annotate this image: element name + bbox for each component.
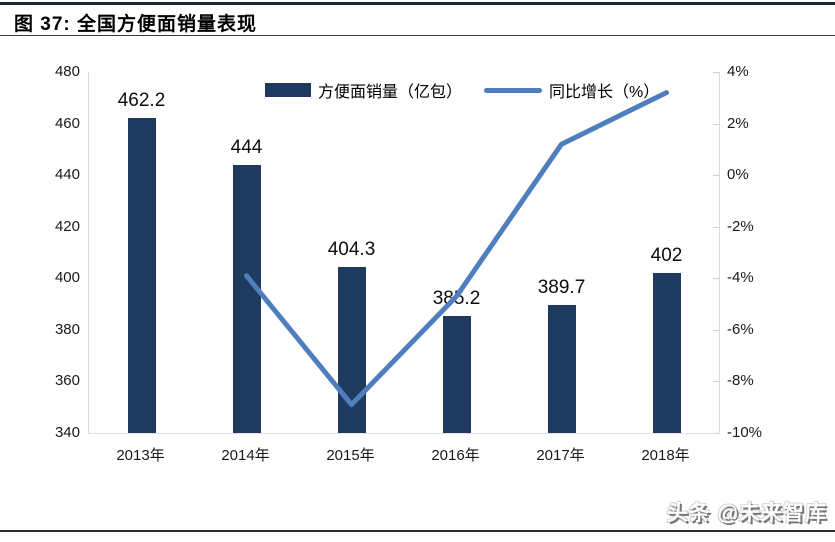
y-right-tick-label: 4% [727, 63, 749, 80]
legend-label-sales: 方便面销量（亿包） [318, 84, 463, 101]
growth-line [244, 90, 669, 408]
bar-value-label: 389.7 [537, 276, 586, 298]
line-series-swatch [484, 87, 543, 93]
bar-slot: 444 [194, 72, 299, 433]
title-rule [0, 35, 835, 36]
bar-series-swatch [265, 83, 311, 97]
y-axis-left: 480 460 440 420 400 380 360 340 [0, 63, 80, 441]
y-left-tick-label: 360 [54, 372, 80, 390]
top-rule [0, 2, 835, 5]
legend-item-growth: 同比增长（%） [484, 78, 659, 102]
x-axis-label: 2018年 [641, 447, 690, 464]
x-axis-label: 2017年 [536, 447, 585, 464]
bar-value-label: 462.2 [117, 89, 166, 111]
legend-item-sales: 方便面销量（亿包） [265, 78, 462, 102]
y-right-tick-label: -8% [727, 372, 754, 390]
bar [232, 164, 261, 433]
bar-slot: 402 [614, 72, 719, 433]
y-right-tick-label: 2% [727, 114, 749, 132]
y-left-tick-label: 440 [54, 166, 80, 184]
bars-layer: 462.2 444 404.3 385.2 389.7 402 [89, 72, 719, 433]
watermark: 头条 @未来智库 [666, 502, 827, 525]
y-right-tick-label: -6% [727, 320, 754, 338]
y-left-tick-label: 340 [54, 424, 80, 441]
bar-slot: 462.2 [89, 72, 194, 433]
line-layer [244, 90, 669, 408]
y-left-tick-label: 380 [54, 320, 80, 338]
right-axis-tick [713, 278, 719, 280]
bar-value-label: 402 [650, 245, 683, 267]
bottom-rule [0, 530, 835, 532]
bar [127, 117, 156, 433]
legend-label-growth: 同比增长（%） [549, 84, 660, 101]
y-left-tick-label: 400 [54, 269, 80, 287]
bar-slot: 385.2 [404, 72, 509, 433]
bar-slot: 389.7 [509, 72, 614, 433]
x-axis-label: 2013年 [116, 447, 165, 464]
right-axis-tick [713, 123, 719, 125]
right-axis-tick [713, 381, 719, 383]
y-right-tick-label: 0% [727, 166, 749, 184]
y-left-tick-label: 460 [54, 114, 80, 132]
bar [652, 273, 681, 433]
right-axis-tick [713, 433, 719, 434]
y-right-tick-label: -10% [727, 424, 763, 441]
right-axis-tick [713, 329, 719, 331]
x-axis-label: 2015年 [326, 447, 375, 464]
right-axis-tick [713, 226, 719, 228]
x-axis-label: 2016年 [431, 447, 480, 464]
bar-value-label: 404.3 [327, 239, 376, 261]
x-axis: 2013年 2014年 2015年 2016年 2017年 2018年 [88, 444, 718, 466]
y-right-tick-label: -4% [727, 269, 754, 287]
bar-value-label: 444 [230, 136, 263, 158]
y-axis-right: 4% 2% 0% -2% -4% -6% -8% -10% [727, 63, 797, 441]
bar [442, 316, 471, 433]
y-right-tick-label: -2% [727, 217, 754, 235]
plot-area: 462.2 444 404.3 385.2 389.7 402 方便面销量（亿包） 同比增… [88, 72, 720, 434]
x-axis-label: 2014年 [221, 447, 270, 464]
legend: 方便面销量（亿包） 同比增长（%） [265, 78, 659, 102]
figure-title: 图 37: 全国方便面销量表现 [14, 14, 258, 35]
y-left-tick-label: 480 [54, 63, 80, 80]
right-axis-tick [713, 175, 719, 177]
right-axis-tick [713, 72, 719, 73]
bar [547, 304, 576, 433]
y-left-tick-label: 420 [54, 217, 80, 235]
